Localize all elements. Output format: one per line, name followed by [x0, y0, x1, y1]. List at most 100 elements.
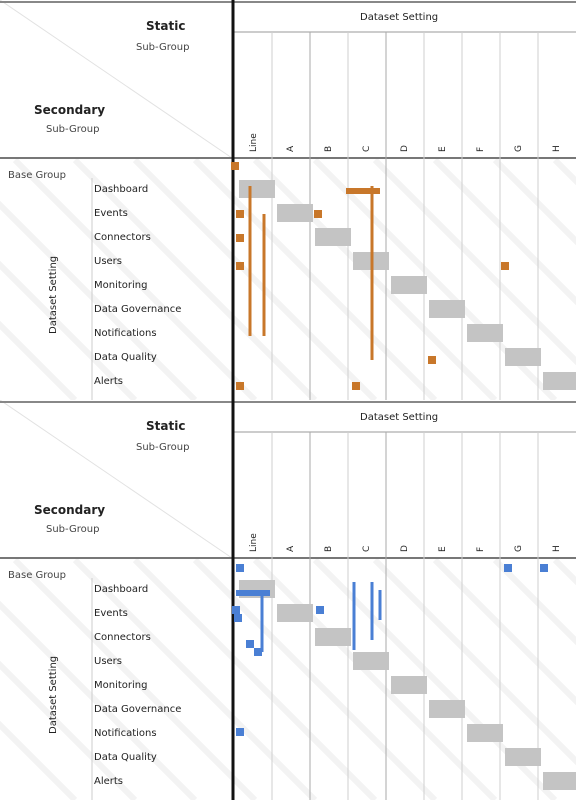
diagonal-cell	[239, 180, 275, 198]
column-label: D	[400, 145, 410, 152]
diagonal-cell	[353, 652, 389, 670]
background-hatch	[0, 320, 78, 400]
corner-diagonal	[0, 0, 233, 159]
background-hatch	[72, 157, 318, 400]
column-label: E	[438, 146, 448, 152]
matrix-panel-top: Static Sub-Group Secondary Sub-Group Dat…	[0, 0, 576, 400]
diagonal-cell	[315, 228, 351, 246]
relation-marker	[540, 564, 548, 572]
row-label: Users	[94, 256, 123, 267]
corner-top-subtitle: Sub-Group	[136, 442, 190, 453]
matrix-panel-bottom: Static Sub-Group Secondary Sub-Group Dat…	[0, 400, 576, 800]
matrix-grid	[0, 0, 576, 400]
row-label: Users	[94, 656, 123, 667]
relation-marker	[501, 262, 509, 270]
relation-marker	[232, 606, 240, 614]
corner-top-subtitle: Sub-Group	[136, 42, 190, 53]
diagonal-cell	[505, 348, 541, 366]
relation-marker	[316, 606, 324, 614]
diagonal-cell	[505, 748, 541, 766]
column-label: G	[514, 145, 524, 152]
column-label: B	[324, 545, 334, 552]
relation-marker	[246, 640, 254, 648]
row-label: Data Governance	[94, 704, 182, 715]
relation-marker	[352, 382, 360, 390]
row-label: Monitoring	[94, 680, 148, 691]
corner-diagonal	[0, 400, 233, 559]
corner-left-subtitle: Sub-Group	[46, 524, 100, 535]
background-hatch	[0, 260, 138, 400]
corner-top-title: Static	[146, 19, 186, 33]
diagonal-cell	[391, 676, 427, 694]
relation-marker	[234, 614, 242, 622]
relation-marker	[254, 648, 262, 656]
relation-marker	[314, 210, 322, 218]
relation-marker	[236, 564, 244, 572]
diagonal-cell	[467, 724, 503, 742]
background-hatch	[252, 157, 498, 400]
column-label: G	[514, 545, 524, 552]
background-hatch	[492, 157, 576, 246]
row-label: Events	[94, 208, 128, 219]
background-hatch	[0, 720, 78, 800]
matrix-grid	[0, 400, 576, 800]
column-label: A	[286, 545, 296, 552]
diagonal-cell	[543, 372, 576, 390]
background-hatch	[372, 557, 576, 766]
relation-marker	[428, 356, 436, 364]
diagonal-cell	[277, 204, 313, 222]
background-hatch	[372, 157, 576, 366]
column-label: H	[552, 545, 562, 552]
background-hatch	[492, 557, 576, 646]
row-label: Connectors	[94, 232, 151, 243]
column-label: F	[476, 546, 486, 552]
background-hatch	[432, 557, 576, 706]
relation-marker	[504, 564, 512, 572]
background-hatch	[0, 660, 138, 800]
relation-marker	[236, 728, 244, 736]
background-hatch	[72, 557, 318, 800]
diagonal-cell	[391, 276, 427, 294]
connector-cap	[236, 590, 270, 596]
connector-cap	[346, 188, 380, 194]
background-hatch	[0, 200, 198, 400]
column-label: F	[476, 146, 486, 152]
background-hatch	[132, 157, 378, 400]
row-label: Dashboard	[94, 184, 149, 195]
row-label: Events	[94, 608, 128, 619]
row-label: Notifications	[94, 728, 157, 739]
row-label: Notifications	[94, 328, 157, 339]
diagonal-cell	[429, 300, 465, 318]
row-label: Monitoring	[94, 280, 148, 291]
background-hatch	[252, 557, 498, 800]
left-header: Dataset Setting	[48, 655, 59, 734]
column-label: Line	[249, 533, 259, 552]
row-label: Data Governance	[94, 304, 182, 315]
corner-top-title: Static	[146, 419, 186, 433]
relation-marker	[231, 162, 239, 170]
column-label: A	[286, 145, 296, 152]
relation-marker	[236, 262, 244, 270]
group-label: Base Group	[8, 570, 66, 581]
top-header: Dataset Setting	[360, 12, 439, 23]
column-label: C	[362, 145, 372, 152]
row-label: Data Quality	[94, 352, 157, 363]
diagonal-cell	[543, 772, 576, 790]
row-label: Alerts	[94, 776, 124, 787]
column-label: B	[324, 145, 334, 152]
column-label: Line	[249, 133, 259, 152]
column-label: D	[400, 545, 410, 552]
row-label: Alerts	[94, 376, 124, 387]
background-hatch	[0, 600, 198, 800]
background-hatch	[12, 157, 258, 400]
relation-marker	[236, 210, 244, 218]
row-label: Dashboard	[94, 584, 149, 595]
column-label: H	[552, 145, 562, 152]
group-label: Base Group	[8, 170, 66, 181]
column-label: E	[438, 546, 448, 552]
diagonal-cell	[467, 324, 503, 342]
top-header: Dataset Setting	[360, 412, 439, 423]
left-header: Dataset Setting	[48, 255, 59, 334]
background-hatch	[432, 157, 576, 306]
corner-left-title: Secondary	[34, 103, 106, 117]
